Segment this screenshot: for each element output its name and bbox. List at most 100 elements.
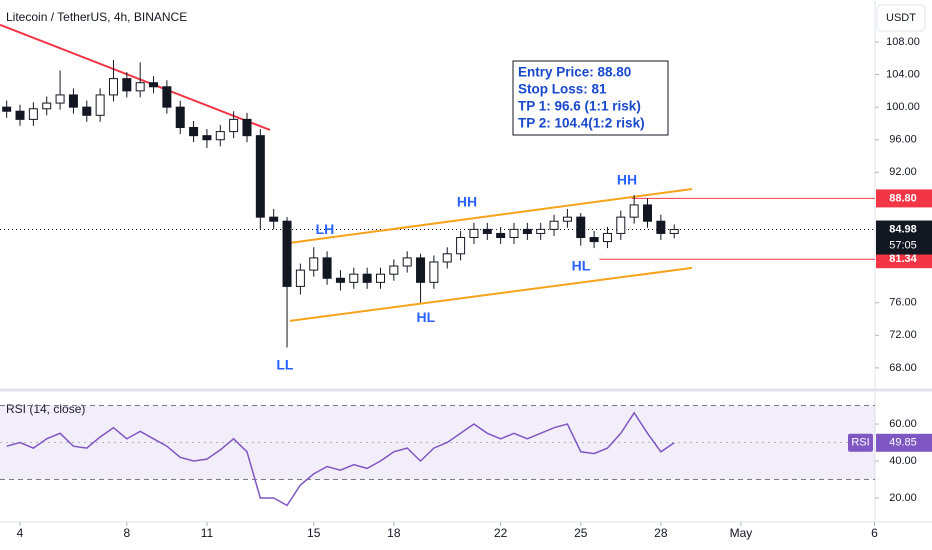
- candle-body: [122, 78, 132, 92]
- annotation: HL: [572, 258, 591, 274]
- rsi-value-label: 49.85: [889, 437, 917, 449]
- y-tick-label: 72.00: [889, 329, 917, 341]
- candle-body: [28, 108, 38, 120]
- annotation: LL: [276, 357, 294, 373]
- rsi-y-tick-label: 20.00: [889, 492, 917, 504]
- candle-body: [402, 257, 412, 267]
- y-tick-label: 92.00: [889, 166, 917, 178]
- y-tick-label: 108.00: [886, 36, 920, 48]
- candle-body: [429, 261, 439, 283]
- candle-body: [135, 82, 145, 92]
- x-tick-label: May: [730, 526, 753, 540]
- annotation: HL: [417, 309, 436, 325]
- candle-body: [149, 82, 159, 88]
- candle-body: [496, 232, 506, 239]
- candle-body: [322, 257, 332, 279]
- candle-body: [95, 94, 105, 116]
- candle-body: [536, 228, 546, 234]
- candle-body: [576, 216, 586, 239]
- trendline: [289, 266, 693, 322]
- price-badge: [876, 189, 932, 208]
- rsi-value-badge: [876, 433, 932, 452]
- trendline: [0, 23, 271, 131]
- price-badge-label: 81.34: [889, 253, 917, 265]
- candle-body: [349, 273, 359, 283]
- candle-body: [669, 229, 679, 234]
- candle-body: [309, 257, 319, 271]
- x-tick-label: 11: [201, 526, 214, 540]
- rsi-line: [6, 411, 675, 507]
- candle-body: [616, 216, 626, 234]
- current-price-badge: [876, 220, 932, 255]
- x-tick-label: 28: [654, 526, 668, 540]
- rsi-y-tick-label: 60.00: [889, 418, 917, 430]
- price-badge: [876, 250, 932, 269]
- current-price-label: 84.98: [889, 223, 917, 235]
- rsi-y-tick-label: 40.00: [889, 455, 917, 467]
- x-tick-label: 8: [123, 526, 130, 540]
- candle-body: [456, 237, 466, 255]
- candle-body: [2, 106, 12, 112]
- annotation: HH: [617, 172, 637, 188]
- y-tick-label: 76.00: [889, 297, 917, 309]
- x-tick-label: 18: [387, 526, 401, 540]
- info-line: TP 1: 96.6 (1:1 risk): [518, 99, 641, 114]
- x-tick-label: 22: [494, 526, 508, 540]
- candle-body: [68, 94, 78, 108]
- candle-body: [295, 269, 305, 287]
- candle-body: [362, 273, 372, 283]
- info-box: [512, 60, 669, 136]
- candle-body: [482, 228, 492, 234]
- candle-body: [202, 135, 212, 141]
- info-line: Entry Price: 88.80: [518, 65, 631, 80]
- rsi-band-fill: [0, 405, 875, 480]
- candle-body: [522, 228, 532, 234]
- currency-button[interactable]: [876, 4, 926, 32]
- y-tick-label: 100.00: [886, 101, 920, 113]
- candle-body: [643, 204, 653, 222]
- candle-body: [108, 78, 118, 96]
- candle-body: [509, 228, 519, 239]
- x-tick-label: 25: [574, 526, 588, 540]
- x-tick-label: 4: [17, 526, 24, 540]
- x-tick-label: 15: [307, 526, 321, 540]
- candle-body: [282, 220, 292, 287]
- candle-body: [629, 204, 639, 218]
- candle-body: [175, 106, 185, 129]
- annotation: HH: [457, 194, 477, 210]
- candle-body: [602, 232, 612, 243]
- y-tick-label: 96.00: [889, 134, 917, 146]
- y-tick-label: 104.00: [886, 68, 920, 80]
- candle-body: [375, 273, 385, 283]
- candle-body: [82, 106, 92, 116]
- annotation: LH: [316, 221, 335, 237]
- candle-body: [416, 257, 426, 283]
- candle-body: [269, 216, 279, 222]
- rsi-badge: [848, 433, 873, 452]
- candle-body: [255, 135, 265, 218]
- candle-body: [469, 228, 479, 239]
- candle-body: [562, 216, 572, 222]
- candle-body: [229, 118, 239, 133]
- candle-body: [656, 220, 666, 234]
- info-line: TP 2: 104.4(1:2 risk): [518, 116, 645, 131]
- trendline: [289, 187, 693, 244]
- candle-body: [42, 102, 52, 110]
- candle-body: [189, 127, 199, 137]
- candle-body: [589, 237, 599, 243]
- countdown-label: 57:05: [889, 239, 917, 251]
- rsi-badge-text: RSI: [851, 437, 869, 449]
- currency-label[interactable]: USDT: [886, 12, 916, 24]
- candle-body: [15, 110, 25, 120]
- candle-body: [242, 118, 252, 137]
- y-tick-label: 68.00: [889, 362, 917, 374]
- candle-body: [215, 131, 225, 141]
- candle-body: [335, 277, 345, 283]
- chart-title: Litecoin / TetherUS, 4h, BINANCE: [6, 10, 187, 24]
- candle-body: [442, 253, 452, 263]
- candle-body: [389, 265, 399, 275]
- candle-body: [549, 220, 559, 230]
- candle-body: [55, 94, 65, 104]
